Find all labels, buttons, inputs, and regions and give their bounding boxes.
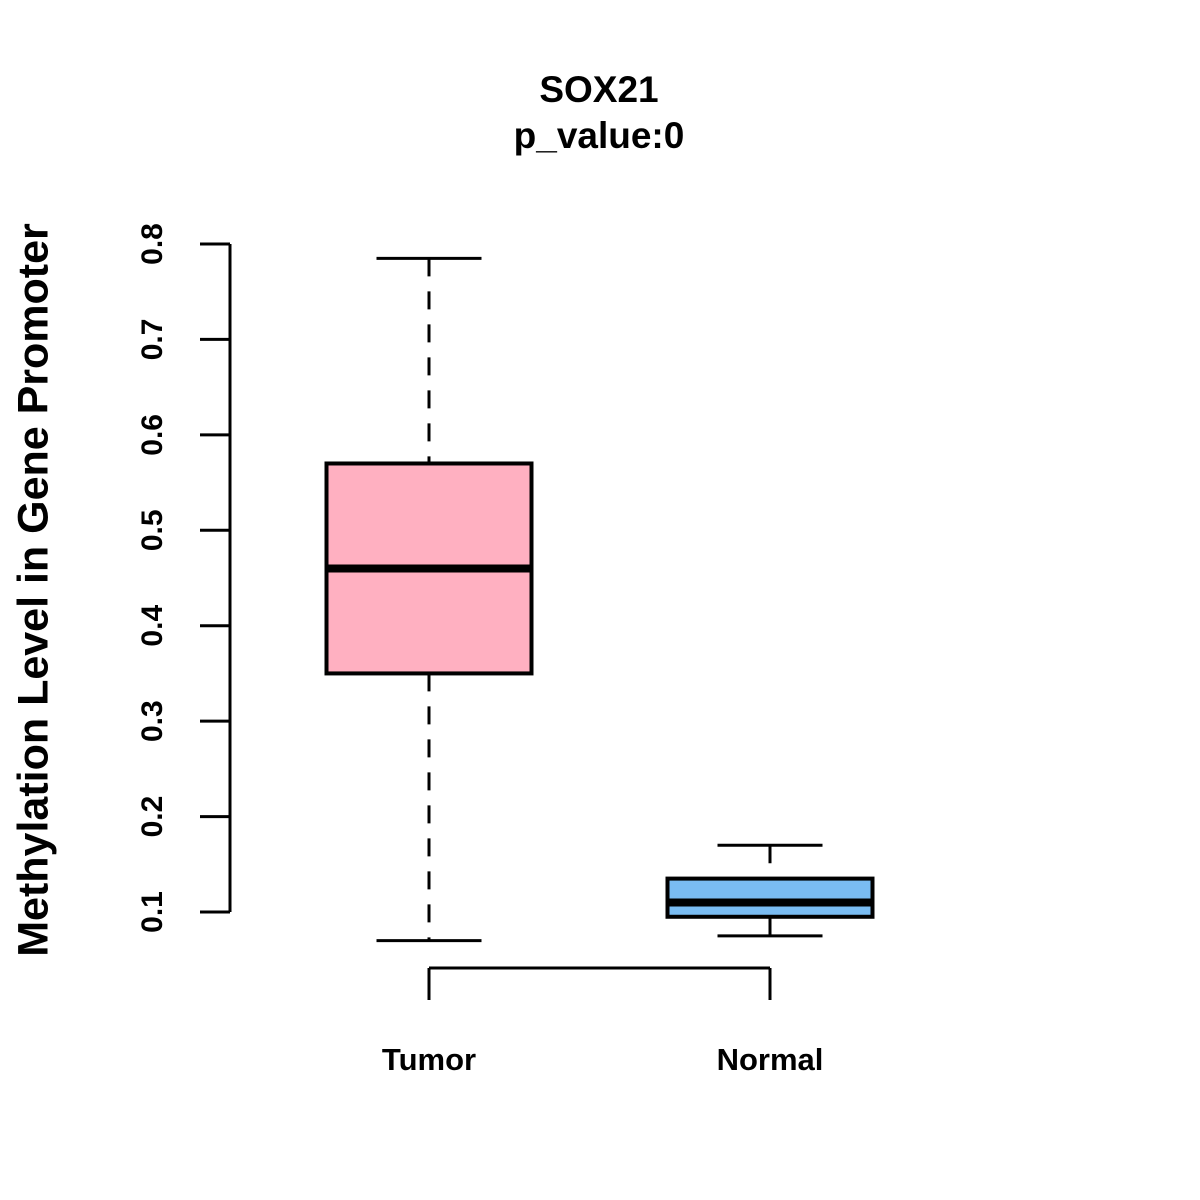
y-axis-tick-label: 0.5: [136, 509, 169, 551]
y-axis-tick-label: 0.2: [136, 796, 169, 838]
x-tick-label-tumor: Tumor: [381, 1042, 477, 1077]
chart-subtitle: p_value:0: [513, 115, 685, 156]
y-axis-tick-label: 0.1: [136, 891, 169, 933]
chart-title: SOX21: [539, 69, 659, 110]
iqr-box-normal: [665, 876, 875, 919]
x-tick-label-normal: Normal: [716, 1042, 824, 1077]
y-axis-tick-label: 0.3: [136, 700, 169, 742]
y-axis-tick-label: 0.6: [136, 414, 169, 456]
y-axis-tick-label: 0.4: [136, 605, 169, 647]
y-axis-tick-label: 0.7: [136, 319, 169, 361]
y-axis-tick-label: 0.8: [136, 223, 169, 265]
